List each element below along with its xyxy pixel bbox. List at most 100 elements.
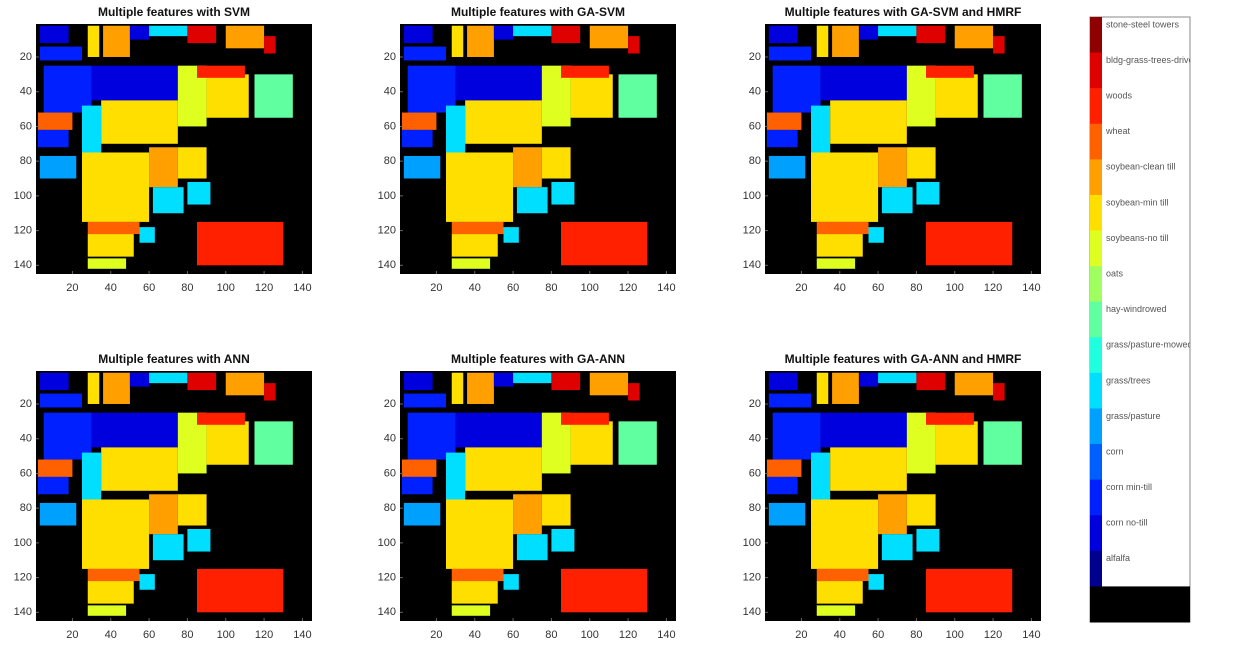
class-region [878, 26, 916, 36]
class-region [619, 74, 657, 117]
class-region [44, 66, 92, 113]
x-tick-label: 140 [657, 629, 675, 640]
x-tick-label: 100 [946, 629, 964, 640]
class-region [178, 494, 207, 525]
colorbar-segment [1090, 515, 1102, 551]
class-region [821, 413, 907, 448]
class-region [859, 373, 878, 387]
class-region [984, 421, 1022, 464]
class-region [882, 534, 913, 560]
class-region [404, 26, 433, 43]
class-region [811, 499, 878, 568]
class-region [408, 66, 456, 113]
colorbar-label: corn no-till [1106, 518, 1148, 528]
x-tick-label: 40 [834, 282, 846, 294]
colorbar-label: bldg-grass-trees-drive [1106, 55, 1194, 65]
panel-title: Multiple features with GA-ANN [451, 352, 625, 366]
colorbar-segment [1090, 231, 1102, 267]
y-tick-label: 60 [749, 120, 761, 132]
class-region [456, 413, 542, 448]
class-region [402, 130, 433, 147]
y-tick-label: 140 [743, 259, 761, 271]
x-tick-label: 100 [581, 629, 599, 640]
x-tick-label: 100 [217, 629, 235, 640]
class-region [993, 36, 1005, 53]
class-region [402, 113, 437, 130]
class-region [513, 373, 551, 383]
y-tick-label: 80 [749, 155, 761, 167]
class-region [149, 26, 187, 36]
class-region [869, 227, 884, 243]
y-tick-label: 80 [20, 502, 32, 514]
colorbar-label: soybean-clean till [1106, 162, 1176, 172]
class-region [551, 373, 580, 390]
colorbar-label: grass/pasture [1106, 411, 1161, 421]
y-tick-label: 140 [743, 606, 761, 618]
class-region [187, 373, 216, 390]
colorbar-frame [1090, 17, 1190, 622]
figure: Multiple features with SVM 20 40 60 80 100 120… [0, 0, 1243, 640]
class-region [821, 66, 907, 101]
class-region [404, 156, 440, 179]
class-region [513, 494, 542, 534]
class-region [936, 421, 978, 464]
class-region [197, 569, 283, 612]
panel-title: Multiple features with GA-ANN and HMRF [785, 352, 1022, 366]
x-tick-label: 80 [910, 629, 922, 640]
class-region [38, 477, 69, 494]
y-tick-label: 80 [20, 155, 32, 167]
y-tick-label: 80 [384, 155, 396, 167]
y-tick-label: 120 [378, 225, 396, 237]
class-region [452, 373, 464, 404]
y-tick-label: 100 [743, 537, 761, 549]
class-region [817, 26, 829, 57]
y-tick-label: 80 [384, 502, 396, 514]
class-region [197, 222, 283, 265]
class-region [88, 258, 126, 268]
class-region [561, 66, 609, 78]
colorbar-label: corn [1106, 446, 1124, 456]
class-region [513, 26, 551, 36]
panel-title: Multiple features with SVM [98, 5, 250, 19]
class-region [452, 26, 464, 57]
class-region [769, 373, 798, 390]
class-region [832, 373, 859, 404]
class-region [517, 534, 548, 560]
class-region [811, 152, 878, 221]
y-tick-label: 60 [384, 120, 396, 132]
class-region [817, 605, 855, 615]
class-region [402, 460, 437, 477]
class-region [926, 222, 1012, 265]
class-region [628, 36, 640, 53]
class-region [197, 413, 245, 425]
class-region [517, 187, 548, 213]
class-region [402, 477, 433, 494]
x-tick-label: 120 [984, 629, 1002, 640]
class-region [452, 581, 498, 604]
class-region [465, 100, 542, 143]
class-region [404, 373, 433, 390]
y-tick-label: 60 [749, 467, 761, 479]
class-region [817, 373, 829, 404]
colorbar-label: alfalfa [1106, 553, 1130, 563]
x-tick-label: 20 [430, 629, 442, 640]
class-region [149, 494, 178, 534]
y-tick-label: 100 [378, 190, 396, 202]
x-tick-label: 20 [66, 282, 78, 294]
class-region [571, 421, 613, 464]
colorbar-segment [1090, 17, 1102, 53]
class-region [40, 373, 69, 390]
colorbar-label: hay-windrowed [1106, 304, 1167, 314]
x-tick-label: 60 [143, 282, 155, 294]
class-region [832, 26, 859, 57]
class-region [767, 113, 802, 130]
colorbar-label: soybean-min till [1106, 197, 1169, 207]
class-region [916, 26, 945, 43]
panel: Multiple features with GA-ANN20406080100… [378, 352, 676, 640]
class-region [404, 47, 446, 61]
class-region [542, 147, 571, 178]
class-region [88, 234, 134, 257]
class-region [226, 373, 264, 396]
colorbar-segment [1090, 337, 1102, 373]
